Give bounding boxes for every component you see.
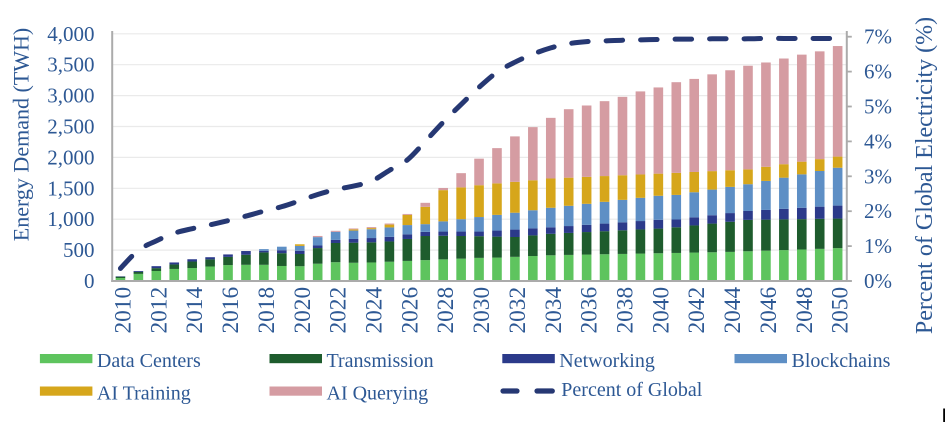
svg-text:500: 500 xyxy=(63,238,95,262)
svg-text:1,000: 1,000 xyxy=(47,207,94,231)
svg-text:2022: 2022 xyxy=(326,287,352,334)
svg-text:2012: 2012 xyxy=(146,287,172,334)
svg-text:2014: 2014 xyxy=(182,287,208,334)
svg-text:AI Training: AI Training xyxy=(97,382,191,404)
svg-text:Blockchains: Blockchains xyxy=(792,350,891,372)
svg-text:2046: 2046 xyxy=(756,287,782,334)
svg-text:6%: 6% xyxy=(864,60,892,84)
svg-text:1,500: 1,500 xyxy=(47,176,94,200)
svg-text:2018: 2018 xyxy=(254,287,280,334)
svg-text:2020: 2020 xyxy=(290,287,316,334)
svg-text:2042: 2042 xyxy=(684,287,710,334)
svg-text:3,000: 3,000 xyxy=(47,84,94,108)
svg-text:2,000: 2,000 xyxy=(47,145,94,169)
svg-text:2024: 2024 xyxy=(362,287,388,334)
svg-text:4,000: 4,000 xyxy=(47,22,94,46)
svg-text:2050: 2050 xyxy=(828,287,854,334)
svg-text:2032: 2032 xyxy=(505,287,531,334)
svg-text:2044: 2044 xyxy=(720,287,746,334)
svg-text:Percent of Global Electricity: Percent of Global Electricity (%) xyxy=(912,17,938,334)
svg-text:2038: 2038 xyxy=(613,287,639,334)
svg-text:2030: 2030 xyxy=(469,287,495,334)
svg-text:2048: 2048 xyxy=(792,287,818,334)
svg-text:Percent of Global: Percent of Global xyxy=(561,379,703,401)
svg-text:Networking: Networking xyxy=(559,350,655,372)
svg-text:3,500: 3,500 xyxy=(47,53,94,77)
svg-text:2%: 2% xyxy=(864,199,892,223)
svg-text:0%: 0% xyxy=(864,269,892,293)
svg-text:7%: 7% xyxy=(864,25,892,49)
svg-text:Energy Demand (TWH): Energy Demand (TWH) xyxy=(9,28,34,241)
svg-text:3%: 3% xyxy=(864,164,892,188)
svg-text:Transmission: Transmission xyxy=(327,350,434,372)
svg-text:Data Centers: Data Centers xyxy=(97,350,201,372)
svg-text:4%: 4% xyxy=(864,129,892,153)
svg-text:2,500: 2,500 xyxy=(47,115,94,139)
svg-text:2026: 2026 xyxy=(397,287,423,334)
svg-text:2036: 2036 xyxy=(577,287,603,334)
svg-text:2040: 2040 xyxy=(648,287,674,334)
svg-text:2010: 2010 xyxy=(110,287,136,334)
svg-text:2034: 2034 xyxy=(541,287,567,334)
svg-text:2028: 2028 xyxy=(433,287,459,334)
svg-text:0: 0 xyxy=(84,269,95,293)
svg-text:5%: 5% xyxy=(864,95,892,119)
svg-text:1%: 1% xyxy=(864,234,892,258)
svg-text:2016: 2016 xyxy=(218,287,244,334)
svg-text:AI Querying: AI Querying xyxy=(327,382,429,404)
